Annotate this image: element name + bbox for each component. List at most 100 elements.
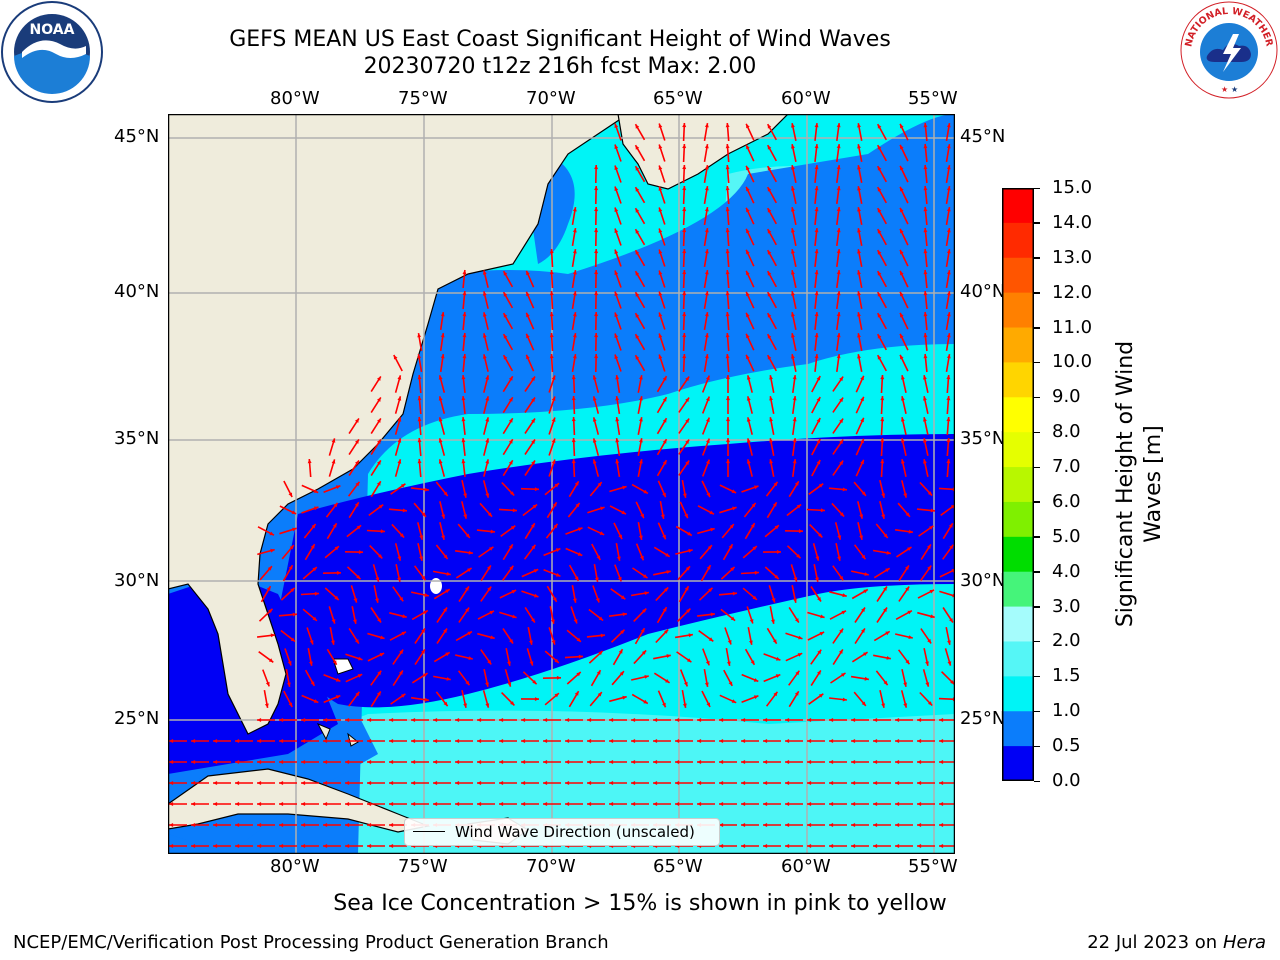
wind-wave-arrowhead xyxy=(635,334,640,339)
wind-wave-arrowhead xyxy=(465,607,470,612)
wind-wave-arrowhead xyxy=(615,396,620,401)
wind-wave-arrowhead xyxy=(785,802,790,806)
lon-tick-top-60w: 60°W xyxy=(781,88,831,109)
lon-tick-top-65w: 65°W xyxy=(653,88,703,109)
wind-wave-arrowhead xyxy=(769,459,773,464)
wind-wave-arrowhead xyxy=(503,313,508,318)
wind-wave-arrowhead xyxy=(521,781,526,785)
wind-wave-arrowhead xyxy=(301,844,306,848)
wind-wave-arrowhead xyxy=(901,417,905,422)
wind-wave-arrowhead xyxy=(697,760,702,764)
wind-wave-arrowhead xyxy=(662,460,667,465)
wind-wave-arrowhead xyxy=(725,249,730,254)
wind-wave-arrowhead xyxy=(684,586,689,591)
wind-wave-arrowhead xyxy=(704,144,709,149)
wind-wave-arrowhead xyxy=(798,635,803,640)
wind-wave-arrowhead xyxy=(814,123,819,128)
wind-wave-arrowhead xyxy=(877,355,882,360)
wind-wave-arrowhead xyxy=(842,487,847,492)
wind-wave-arrowhead xyxy=(417,459,422,464)
wind-wave-arrowhead xyxy=(939,781,944,785)
wind-wave-arrowhead xyxy=(594,186,599,191)
wind-wave-arrowhead xyxy=(814,333,819,338)
wind-wave-arrowhead xyxy=(345,781,350,785)
wind-wave-arrowhead xyxy=(684,513,688,519)
wind-wave-arrowhead xyxy=(257,844,262,848)
wind-wave-arrowhead xyxy=(946,270,951,275)
wind-wave-arrowhead xyxy=(726,459,730,464)
colorbar-tick-label: 10.0 xyxy=(1052,351,1093,373)
wind-wave-arrowhead xyxy=(555,548,561,552)
wind-wave-arrowhead xyxy=(529,661,534,666)
wind-wave-arrowhead xyxy=(726,375,730,380)
wind-wave-arrowhead xyxy=(836,144,841,149)
wind-wave-arrowhead xyxy=(704,354,709,359)
wind-wave-arrowhead xyxy=(725,291,730,296)
wind-wave-arrowhead xyxy=(877,166,882,171)
wind-wave-arrowhead xyxy=(939,718,944,722)
wind-wave-arrowhead xyxy=(489,546,494,551)
wind-wave-arrowhead xyxy=(549,312,554,317)
wind-wave-arrowhead xyxy=(719,718,724,722)
wind-wave-arrowhead xyxy=(795,618,799,623)
wind-wave-arrowhead xyxy=(901,459,905,464)
wind-wave-arrowhead xyxy=(592,375,597,380)
wind-wave-arrowhead xyxy=(288,702,293,707)
wind-wave-arrowhead xyxy=(741,739,746,743)
wind-wave-arrowhead xyxy=(785,844,790,848)
wind-wave-arrowhead xyxy=(257,823,262,827)
colorbar-segment xyxy=(1002,188,1034,224)
wind-wave-arrowhead xyxy=(411,718,416,722)
wind-wave-arrowhead xyxy=(555,572,561,577)
wind-wave-arrowhead xyxy=(725,312,730,317)
wind-wave-arrowhead xyxy=(531,397,535,402)
wind-wave-arrowhead xyxy=(946,228,951,233)
wind-wave-arrowhead xyxy=(644,675,649,679)
wind-wave-arrowhead xyxy=(682,249,687,254)
wind-wave-arrowhead xyxy=(635,229,640,234)
wind-wave-arrowhead xyxy=(927,565,932,571)
wind-wave-arrowhead xyxy=(574,481,579,486)
wind-wave-arrowhead xyxy=(730,616,736,621)
wind-wave-arrowhead xyxy=(419,535,424,540)
wind-wave-arrowhead xyxy=(615,459,620,464)
wind-wave-arrowhead xyxy=(312,567,317,572)
wind-wave-arrowhead xyxy=(532,504,538,509)
colorbar-tick-label: 2.0 xyxy=(1052,630,1081,652)
wind-wave-arrowhead xyxy=(719,781,724,785)
wind-wave-arrowhead xyxy=(378,504,384,509)
wind-wave-arrowhead xyxy=(927,491,933,496)
wind-wave-arrowhead xyxy=(531,418,535,423)
wind-wave-arrowhead xyxy=(881,703,885,708)
wind-wave-arrowhead xyxy=(323,802,328,806)
wind-wave-arrowhead xyxy=(861,491,866,496)
wind-wave-arrowhead xyxy=(807,802,812,806)
lat-tick-left-35n: 35°N xyxy=(114,428,160,449)
wind-wave-arrowhead xyxy=(510,701,515,706)
wind-wave-arrowhead xyxy=(465,680,470,686)
wind-wave-arrowhead xyxy=(356,525,362,530)
wind-wave-arrowhead xyxy=(389,802,394,806)
colorbar-segment xyxy=(1002,257,1034,294)
wind-wave-arrowhead xyxy=(423,673,428,677)
wind-wave-arrowhead xyxy=(851,781,856,785)
wind-wave-arrowhead xyxy=(917,760,922,764)
wind-wave-arrowhead xyxy=(767,250,772,255)
wind-wave-arrowhead xyxy=(487,565,491,570)
wind-wave-arrowhead xyxy=(818,533,823,538)
colorbar-tick-mark xyxy=(1034,710,1040,713)
wind-wave-arrowhead xyxy=(534,697,539,701)
wind-wave-arrowhead xyxy=(726,396,730,401)
wind-wave-arrowhead xyxy=(772,502,777,507)
wind-wave-arrowhead xyxy=(727,661,731,666)
wind-wave-arrowhead xyxy=(791,249,795,254)
wind-wave-arrowhead xyxy=(767,355,772,360)
wind-wave-arrowhead xyxy=(574,691,579,696)
wind-wave-arrowhead xyxy=(775,674,781,678)
wind-wave-arrowhead xyxy=(946,375,951,380)
wind-wave-arrowhead xyxy=(785,760,790,764)
wind-wave-arrowhead xyxy=(393,355,398,360)
wind-wave-arrowhead xyxy=(763,844,768,848)
wind-wave-arrowhead xyxy=(900,186,904,192)
wind-wave-arrowhead xyxy=(726,417,730,422)
